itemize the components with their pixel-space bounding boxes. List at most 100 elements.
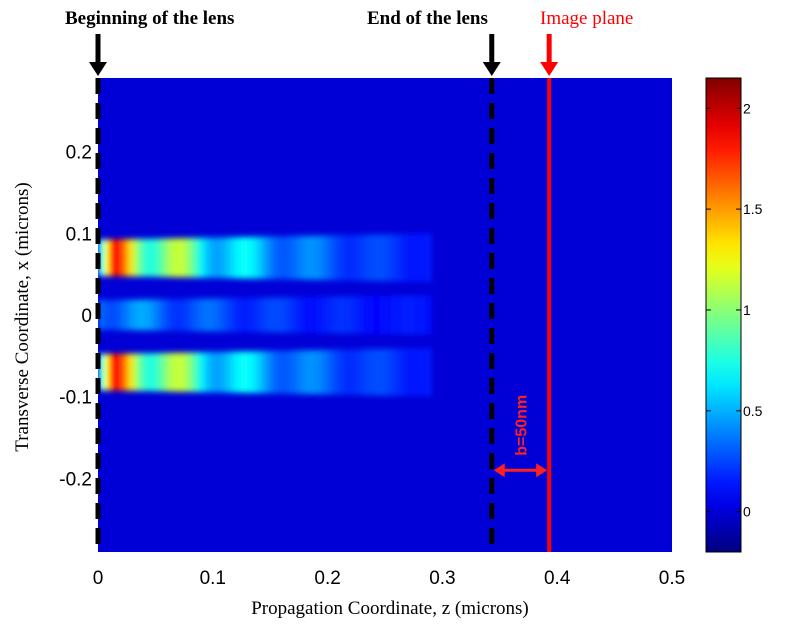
band-cell <box>109 239 116 277</box>
band-cell <box>396 295 403 335</box>
band-cell <box>356 234 363 281</box>
band-cell <box>287 297 294 333</box>
band-cell <box>390 295 398 335</box>
band-cell <box>264 297 271 333</box>
band-cell <box>126 299 134 331</box>
band-cell <box>327 235 334 281</box>
marker-arrow-head <box>89 62 107 76</box>
band-cell <box>149 299 156 331</box>
x-tick-label: 0.5 <box>659 568 685 589</box>
marker-arrow-head <box>540 62 559 76</box>
x-tick-label: 0 <box>93 568 104 589</box>
band-cell <box>184 238 191 278</box>
band-cell <box>350 235 357 281</box>
band-cell <box>218 298 225 332</box>
band-cell <box>115 353 122 391</box>
band-cell <box>258 236 266 279</box>
band-cell <box>235 298 243 332</box>
band-cell <box>126 239 134 277</box>
intensity-band <box>98 233 432 282</box>
band-cell <box>143 238 151 277</box>
band-cell <box>367 296 375 334</box>
band-cell <box>241 298 248 332</box>
band-cell <box>98 354 105 391</box>
band-cell <box>339 235 346 281</box>
band-cell <box>321 296 329 334</box>
marker-annotation-label: Beginning of the lens <box>65 8 234 29</box>
band-cell <box>178 299 185 331</box>
band-cell <box>310 235 317 280</box>
band-cell <box>390 348 398 396</box>
band-cell <box>304 350 311 395</box>
marker-lines <box>95 78 552 552</box>
gap-arrow-head-left <box>493 463 505 478</box>
band-cell <box>281 236 289 280</box>
marker-annotation-label: End of the lens <box>367 8 488 29</box>
band-cell <box>161 299 168 331</box>
band-cell <box>184 352 191 392</box>
band-cell <box>287 350 294 394</box>
colorbar-tick-label: 2 <box>743 100 751 116</box>
band-cell <box>235 351 243 393</box>
band-cell <box>385 234 392 282</box>
y-tick-label: 0.1 <box>66 224 92 245</box>
band-cell <box>189 238 197 278</box>
y-axis-ticks: 0.2 0.1 0 -0.1 -0.2 <box>59 143 92 491</box>
band-cell <box>413 233 421 282</box>
band-cell <box>224 237 231 279</box>
band-cell <box>339 296 346 334</box>
band-cell <box>138 353 145 391</box>
band-cell <box>304 235 311 280</box>
marker-annotation-label: Image plane <box>540 8 633 29</box>
band-cell <box>166 299 174 331</box>
y-tick-label: -0.2 <box>59 469 92 490</box>
band-cell <box>333 296 340 334</box>
band-cell <box>321 235 329 281</box>
band-cell <box>247 236 254 279</box>
band-cell <box>224 298 231 332</box>
band-cell <box>241 351 248 393</box>
band-cell <box>115 239 122 277</box>
band-cell <box>385 295 392 335</box>
band-cell <box>252 297 260 333</box>
x-tick-label: 0.1 <box>200 568 226 589</box>
band-cell <box>120 239 128 277</box>
band-cell <box>407 233 415 282</box>
band-cell <box>379 295 386 335</box>
heatmap-plot <box>95 78 672 552</box>
band-cell <box>373 296 380 334</box>
band-cell <box>132 299 139 331</box>
band-cell <box>161 238 168 278</box>
band-cell <box>252 351 260 394</box>
colorbar-gradient <box>705 77 742 553</box>
band-cell <box>103 354 111 391</box>
band-cell <box>310 296 317 334</box>
band-cell <box>316 235 323 280</box>
band-cell <box>379 348 386 396</box>
band-cell <box>298 297 306 333</box>
colorbar-tick-label: 0 <box>743 504 751 520</box>
band-cell <box>212 237 220 278</box>
marker-arrow-head <box>482 62 501 76</box>
band-cell <box>103 300 111 330</box>
band-cell <box>287 236 294 280</box>
band-cell <box>126 353 134 391</box>
band-cell <box>201 298 208 332</box>
band-cell <box>172 238 179 278</box>
band-cell <box>149 238 156 277</box>
band-cell <box>327 349 334 395</box>
band-cell <box>402 348 409 396</box>
band-cell <box>304 297 311 333</box>
band-cell <box>201 237 208 278</box>
band-cell <box>155 299 162 331</box>
band-cell <box>344 235 352 281</box>
band-cell <box>281 350 289 394</box>
band-cell <box>230 237 237 279</box>
y-tick-label: -0.1 <box>59 388 92 409</box>
band-cell <box>293 297 300 333</box>
colorbar-ticks: 0 0.5 1 1.5 2 <box>706 100 763 520</box>
x-tick-label: 0.2 <box>314 568 340 589</box>
colorbar-tick-label: 0.5 <box>743 403 763 419</box>
band-cell <box>281 297 289 333</box>
